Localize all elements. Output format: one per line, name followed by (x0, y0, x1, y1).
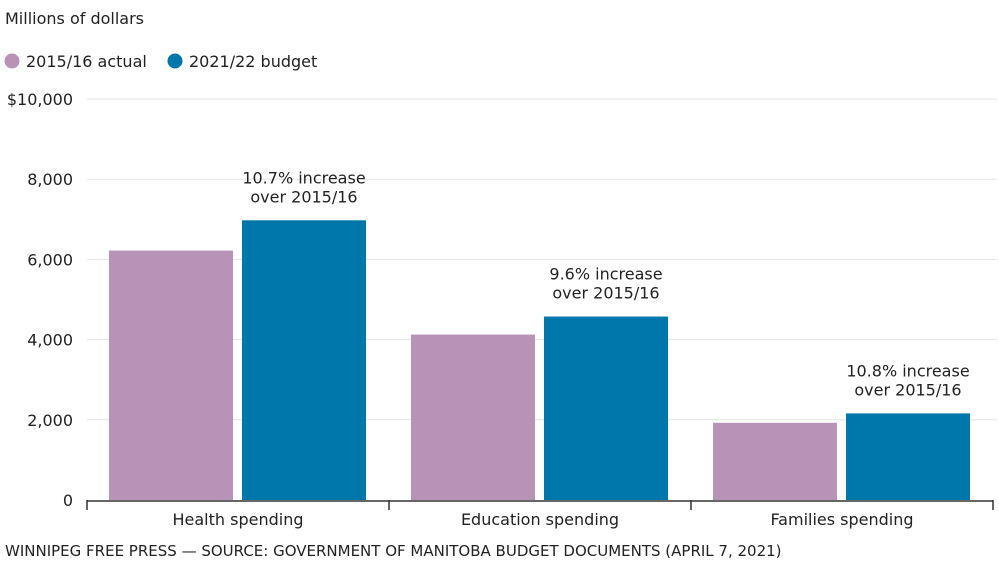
x-tick-label: Education spending (461, 510, 619, 529)
annotation-line: over 2015/16 (854, 380, 961, 399)
legend-swatch (4, 53, 20, 69)
x-axis: Health spending Education spending Familie… (86, 500, 994, 529)
y-tick-label: 0 (63, 491, 73, 510)
annotation-line: 10.7% increase (242, 168, 365, 187)
gridlines: 0 2,000 4,000 6,000 8,000 $10,000 (7, 90, 997, 510)
y-tick-label: 8,000 (27, 170, 73, 189)
legend-label: 2015/16 actual (26, 52, 147, 71)
annotation-line: 10.8% increase (846, 361, 969, 380)
x-tick-label: Health spending (173, 510, 304, 529)
bar-2-0 (713, 422, 837, 500)
annotation-line: over 2015/16 (552, 284, 659, 303)
legend: 2015/16 actual 2021/22 budget (4, 52, 317, 71)
y-axis-label: Millions of dollars (5, 9, 144, 28)
bar-1-0 (411, 334, 535, 500)
bar-0-0 (109, 250, 233, 500)
source-note: WINNIPEG FREE PRESS — SOURCE: GOVERNMENT… (5, 542, 782, 560)
y-tick-label: 2,000 (27, 411, 73, 430)
bar-0-1 (242, 220, 366, 501)
x-tick-label: Families spending (770, 510, 913, 529)
y-tick-label: 4,000 (27, 331, 73, 350)
bar-1-1 (544, 316, 668, 500)
bar-2-1 (846, 413, 970, 500)
y-tick-label: 6,000 (27, 250, 73, 269)
legend-swatch (167, 53, 183, 69)
annotation-line: over 2015/16 (250, 187, 357, 206)
y-tick-label: $10,000 (7, 90, 73, 109)
legend-label: 2021/22 budget (189, 52, 317, 71)
annotation-line: 9.6% increase (549, 265, 662, 284)
